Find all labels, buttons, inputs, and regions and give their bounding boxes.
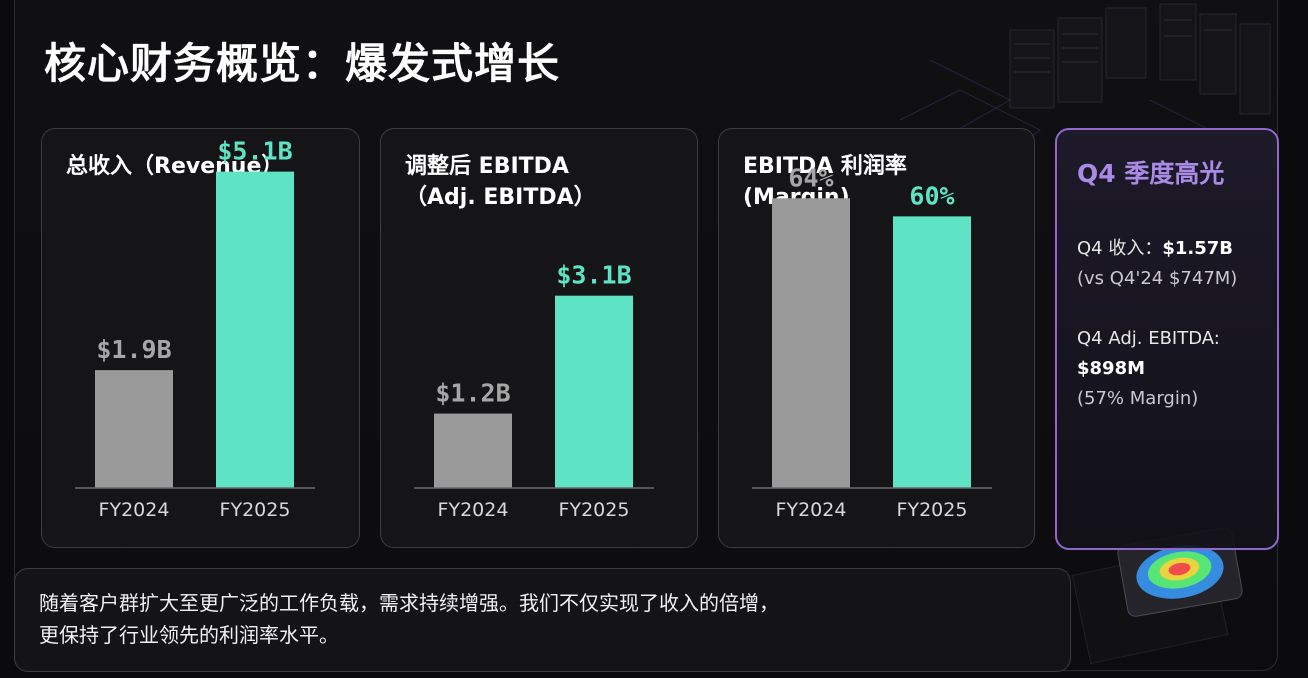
bar-fy2024 bbox=[434, 413, 512, 488]
data-label: $1.9B bbox=[96, 335, 171, 364]
chart-title-line: 调整后 EBITDA bbox=[405, 154, 569, 179]
chart-title-line: （Adj. EBITDA） bbox=[405, 185, 596, 210]
bar-fy2025 bbox=[893, 216, 971, 488]
tick-label: FY2025 bbox=[559, 499, 630, 521]
highlight-label: Q4 Adj. EBITDA: bbox=[1077, 328, 1220, 349]
revenue-chart-card: 总收入（Revenue） $1.9B FY2024 $5.1B FY2025 bbox=[41, 128, 360, 548]
tick-label: FY2024 bbox=[776, 499, 847, 521]
summary-line: 更保持了行业领先的利润率水平。 bbox=[39, 623, 339, 647]
summary-box: 随着客户群扩大至更广泛的工作负载，需求持续增强。我们不仅实现了收入的倍增， 更保… bbox=[14, 568, 1071, 672]
q4-highlight-card: Q4 季度高光 Q4 收入：$1.57B (vs Q4'24 $747M) Q4… bbox=[1055, 128, 1279, 550]
data-label: $3.1B bbox=[556, 261, 631, 290]
highlight-value: $1.57B bbox=[1162, 238, 1233, 259]
chart-title: 调整后 EBITDA （Adj. EBITDA） bbox=[405, 151, 681, 213]
ebitda-chart: $1.2B FY2024 $3.1B FY2025 bbox=[414, 261, 654, 521]
bar-fy2024 bbox=[772, 198, 850, 488]
highlight-note: (57% Margin) bbox=[1077, 388, 1199, 409]
summary-text: 随着客户群扩大至更广泛的工作负载，需求持续增强。我们不仅实现了收入的倍增， 更保… bbox=[39, 587, 1029, 651]
highlight-item-revenue: Q4 收入：$1.57B (vs Q4'24 $747M) bbox=[1077, 234, 1237, 294]
highlight-title: Q4 季度高光 bbox=[1077, 159, 1225, 188]
revenue-chart: $1.9B FY2024 $5.1B FY2025 bbox=[75, 137, 315, 521]
highlight-item-ebitda: Q4 Adj. EBITDA: $898M (57% Margin) bbox=[1077, 324, 1220, 414]
bar-fy2025 bbox=[555, 295, 633, 488]
data-label: 60% bbox=[909, 181, 954, 210]
tick-label: FY2025 bbox=[897, 499, 968, 521]
data-label: $1.2B bbox=[435, 379, 510, 408]
page-title: 核心财务概览：爆发式增长 bbox=[44, 39, 561, 88]
tick-label: FY2024 bbox=[99, 499, 170, 521]
highlight-value: $898M bbox=[1077, 358, 1146, 379]
tick-label: FY2024 bbox=[438, 499, 509, 521]
ebitda-chart-card: 调整后 EBITDA （Adj. EBITDA） $1.2B FY2024 $3.1B… bbox=[380, 128, 698, 548]
bar-fy2024 bbox=[95, 370, 173, 488]
data-label: 64% bbox=[788, 163, 833, 192]
tick-label: FY2025 bbox=[220, 499, 291, 521]
bar-fy2025 bbox=[216, 171, 294, 488]
margin-chart: 64% FY2024 60% FY2025 bbox=[752, 163, 992, 521]
data-label: $5.1B bbox=[217, 137, 292, 166]
chart-title: EBITDA 利润率 (Margin) bbox=[743, 151, 1018, 213]
highlight-label: Q4 收入： bbox=[1077, 238, 1163, 259]
summary-line: 随着客户群扩大至更广泛的工作负载，需求持续增强。我们不仅实现了收入的倍增， bbox=[39, 591, 779, 615]
chart-title-line: EBITDA 利润率 bbox=[743, 154, 907, 179]
margin-chart-card: EBITDA 利润率 (Margin) 64% FY2024 60% FY2025 bbox=[718, 128, 1035, 548]
highlight-note: (vs Q4'24 $747M) bbox=[1077, 268, 1238, 289]
